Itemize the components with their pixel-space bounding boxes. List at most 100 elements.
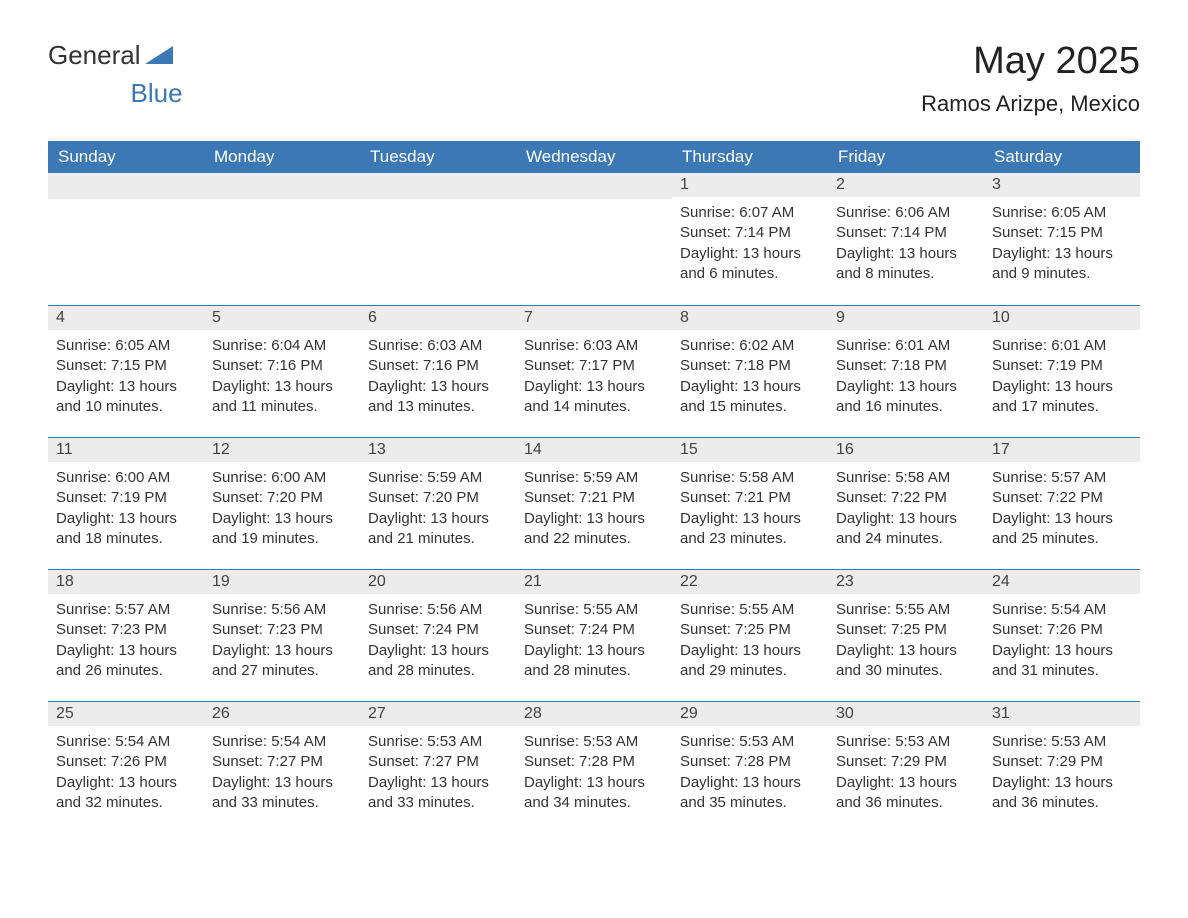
daylight-line: Daylight: 13 hours and 11 minutes. (212, 377, 352, 418)
sunrise-line: Sunrise: 6:00 AM (212, 468, 352, 488)
day-number: 31 (984, 701, 1140, 726)
calendar-cell (48, 173, 204, 305)
col-friday: Friday (828, 141, 984, 173)
daylight-line: Daylight: 13 hours and 35 minutes. (680, 773, 820, 814)
sunrise-line: Sunrise: 5:56 AM (212, 600, 352, 620)
sunset-line: Sunset: 7:15 PM (992, 223, 1132, 243)
day-content: Sunrise: 5:54 AMSunset: 7:27 PMDaylight:… (204, 726, 360, 813)
calendar-cell: 17Sunrise: 5:57 AMSunset: 7:22 PMDayligh… (984, 437, 1140, 569)
triangle-icon (145, 42, 173, 69)
calendar-cell: 24Sunrise: 5:54 AMSunset: 7:26 PMDayligh… (984, 569, 1140, 701)
day-content: Sunrise: 6:07 AMSunset: 7:14 PMDaylight:… (672, 197, 828, 284)
sunrise-line: Sunrise: 5:56 AM (368, 600, 508, 620)
day-content: Sunrise: 5:59 AMSunset: 7:20 PMDaylight:… (360, 462, 516, 549)
empty-day-bar (516, 173, 672, 199)
empty-day-bar (204, 173, 360, 199)
sunrise-line: Sunrise: 5:53 AM (524, 732, 664, 752)
calendar-row: 1Sunrise: 6:07 AMSunset: 7:14 PMDaylight… (48, 173, 1140, 305)
daylight-line: Daylight: 13 hours and 8 minutes. (836, 244, 976, 285)
sunset-line: Sunset: 7:21 PM (680, 488, 820, 508)
calendar-cell: 29Sunrise: 5:53 AMSunset: 7:28 PMDayligh… (672, 701, 828, 833)
calendar-cell: 16Sunrise: 5:58 AMSunset: 7:22 PMDayligh… (828, 437, 984, 569)
calendar-cell: 21Sunrise: 5:55 AMSunset: 7:24 PMDayligh… (516, 569, 672, 701)
calendar-cell: 8Sunrise: 6:02 AMSunset: 7:18 PMDaylight… (672, 305, 828, 437)
sunset-line: Sunset: 7:18 PM (680, 356, 820, 376)
day-number: 16 (828, 437, 984, 462)
sunrise-line: Sunrise: 5:59 AM (524, 468, 664, 488)
day-number: 25 (48, 701, 204, 726)
calendar-cell: 9Sunrise: 6:01 AMSunset: 7:18 PMDaylight… (828, 305, 984, 437)
sunrise-line: Sunrise: 6:03 AM (368, 336, 508, 356)
daylight-line: Daylight: 13 hours and 24 minutes. (836, 509, 976, 550)
page-title: May 2025 (921, 40, 1140, 83)
calendar-cell (516, 173, 672, 305)
sunset-line: Sunset: 7:28 PM (680, 752, 820, 772)
day-number: 26 (204, 701, 360, 726)
col-tuesday: Tuesday (360, 141, 516, 173)
day-content: Sunrise: 6:00 AMSunset: 7:19 PMDaylight:… (48, 462, 204, 549)
daylight-line: Daylight: 13 hours and 9 minutes. (992, 244, 1132, 285)
day-number: 20 (360, 569, 516, 594)
day-content: Sunrise: 6:03 AMSunset: 7:17 PMDaylight:… (516, 330, 672, 417)
calendar-cell: 31Sunrise: 5:53 AMSunset: 7:29 PMDayligh… (984, 701, 1140, 833)
day-number: 12 (204, 437, 360, 462)
sunset-line: Sunset: 7:26 PM (992, 620, 1132, 640)
day-content: Sunrise: 5:55 AMSunset: 7:25 PMDaylight:… (828, 594, 984, 681)
day-content: Sunrise: 6:03 AMSunset: 7:16 PMDaylight:… (360, 330, 516, 417)
col-monday: Monday (204, 141, 360, 173)
sunset-line: Sunset: 7:23 PM (212, 620, 352, 640)
calendar-cell: 10Sunrise: 6:01 AMSunset: 7:19 PMDayligh… (984, 305, 1140, 437)
sunrise-line: Sunrise: 6:02 AM (680, 336, 820, 356)
sunrise-line: Sunrise: 5:57 AM (56, 600, 196, 620)
sunrise-line: Sunrise: 6:04 AM (212, 336, 352, 356)
sunset-line: Sunset: 7:18 PM (836, 356, 976, 376)
day-content: Sunrise: 5:53 AMSunset: 7:27 PMDaylight:… (360, 726, 516, 813)
calendar-cell: 3Sunrise: 6:05 AMSunset: 7:15 PMDaylight… (984, 173, 1140, 305)
sunset-line: Sunset: 7:24 PM (368, 620, 508, 640)
location-label: Ramos Arizpe, Mexico (921, 91, 1140, 117)
sunrise-line: Sunrise: 5:53 AM (680, 732, 820, 752)
logo-text-blue: Blue (131, 78, 183, 109)
day-number: 11 (48, 437, 204, 462)
empty-day-bar (48, 173, 204, 199)
empty-day-bar (360, 173, 516, 199)
daylight-line: Daylight: 13 hours and 23 minutes. (680, 509, 820, 550)
header: General Blue May 2025 Ramos Arizpe, Mexi… (48, 40, 1140, 117)
day-number: 5 (204, 305, 360, 330)
daylight-line: Daylight: 13 hours and 34 minutes. (524, 773, 664, 814)
daylight-line: Daylight: 13 hours and 28 minutes. (368, 641, 508, 682)
sunrise-line: Sunrise: 6:03 AM (524, 336, 664, 356)
daylight-line: Daylight: 13 hours and 32 minutes. (56, 773, 196, 814)
sunset-line: Sunset: 7:20 PM (368, 488, 508, 508)
sunset-line: Sunset: 7:22 PM (992, 488, 1132, 508)
calendar-cell: 19Sunrise: 5:56 AMSunset: 7:23 PMDayligh… (204, 569, 360, 701)
sunrise-line: Sunrise: 6:07 AM (680, 203, 820, 223)
calendar-row: 18Sunrise: 5:57 AMSunset: 7:23 PMDayligh… (48, 569, 1140, 701)
calendar-table: Sunday Monday Tuesday Wednesday Thursday… (48, 141, 1140, 833)
calendar-cell: 23Sunrise: 5:55 AMSunset: 7:25 PMDayligh… (828, 569, 984, 701)
daylight-line: Daylight: 13 hours and 28 minutes. (524, 641, 664, 682)
sunrise-line: Sunrise: 6:06 AM (836, 203, 976, 223)
calendar-cell: 22Sunrise: 5:55 AMSunset: 7:25 PMDayligh… (672, 569, 828, 701)
col-sunday: Sunday (48, 141, 204, 173)
day-number: 4 (48, 305, 204, 330)
daylight-line: Daylight: 13 hours and 36 minutes. (836, 773, 976, 814)
day-content: Sunrise: 5:53 AMSunset: 7:28 PMDaylight:… (516, 726, 672, 813)
sunrise-line: Sunrise: 5:57 AM (992, 468, 1132, 488)
daylight-line: Daylight: 13 hours and 36 minutes. (992, 773, 1132, 814)
sunset-line: Sunset: 7:23 PM (56, 620, 196, 640)
sunrise-line: Sunrise: 6:05 AM (56, 336, 196, 356)
sunset-line: Sunset: 7:27 PM (368, 752, 508, 772)
day-number: 21 (516, 569, 672, 594)
daylight-line: Daylight: 13 hours and 18 minutes. (56, 509, 196, 550)
day-content: Sunrise: 6:01 AMSunset: 7:18 PMDaylight:… (828, 330, 984, 417)
calendar-cell (360, 173, 516, 305)
daylight-line: Daylight: 13 hours and 29 minutes. (680, 641, 820, 682)
sunrise-line: Sunrise: 5:55 AM (680, 600, 820, 620)
day-content: Sunrise: 5:53 AMSunset: 7:29 PMDaylight:… (828, 726, 984, 813)
sunset-line: Sunset: 7:26 PM (56, 752, 196, 772)
sunrise-line: Sunrise: 5:54 AM (56, 732, 196, 752)
calendar-cell: 13Sunrise: 5:59 AMSunset: 7:20 PMDayligh… (360, 437, 516, 569)
day-number: 9 (828, 305, 984, 330)
day-number: 18 (48, 569, 204, 594)
